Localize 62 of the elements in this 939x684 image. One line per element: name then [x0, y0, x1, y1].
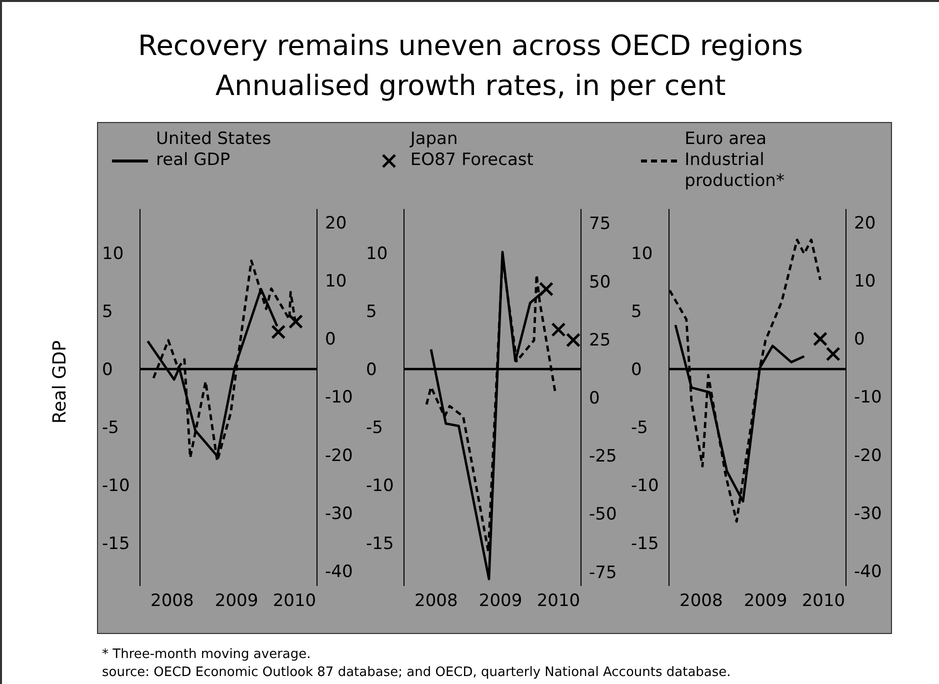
y2-tick-label: 0	[325, 330, 336, 350]
y2-tick-label: -20	[854, 446, 882, 466]
y-tick-label: -15	[630, 534, 658, 554]
y2-tick-label: -20	[325, 446, 353, 466]
y-tick-label: -10	[102, 476, 130, 496]
y-tick-label: 0	[630, 360, 642, 380]
legend-label: EO87 Forecast	[410, 150, 534, 171]
y2-tick-label: -40	[325, 562, 353, 582]
y-axis-title: Real GDP	[50, 340, 70, 424]
text: * Three-month moving average.	[102, 646, 312, 664]
y-tick-label: -5	[102, 418, 119, 438]
x-tick-label: 2009	[479, 591, 523, 612]
y2-tick-label: -25	[589, 446, 618, 467]
legend-label: Industrial production*	[684, 150, 786, 192]
y-tick-label: 5	[630, 302, 642, 322]
y-tick-label: -10	[366, 476, 394, 496]
legend-title: United States	[156, 129, 272, 150]
x-tick-label: 2010	[801, 591, 845, 612]
y-tick-label: -10	[630, 476, 658, 496]
y2-tick-label: 20	[854, 213, 876, 234]
legend-title: Japan	[410, 129, 459, 150]
y-tick-label: 10	[102, 244, 124, 264]
y-tick-label: 5	[102, 302, 113, 322]
y2-tick-label: -30	[325, 504, 353, 524]
legend-label: real GDP	[156, 150, 232, 171]
legend-title: Euro area	[684, 129, 768, 150]
point	[539, 282, 554, 296]
y-tick-label: 10	[630, 244, 652, 264]
y-tick-label: -15	[366, 534, 394, 554]
y2-tick-label: -10	[325, 388, 353, 408]
y2-tick-label: -30	[854, 504, 882, 524]
x-tick-label: 2008	[679, 591, 722, 612]
y2-tick-label: 50	[589, 272, 611, 292]
y-tick-label: 0	[366, 360, 378, 380]
x-tick-label: 2008	[414, 591, 458, 612]
source-note: source: OECD Economic Outlook 87 database; and OECD, quarterly National Accounts database.	[102, 664, 731, 682]
y-tick-label: -15	[102, 534, 130, 554]
y2-tick-label: 0	[854, 330, 864, 350]
y2-tick-label: 20	[325, 213, 347, 234]
y-tick-label: 10	[366, 244, 388, 264]
text: Recovery remains uneven across OECD regions	[137, 28, 804, 64]
y-tick-label: -5	[366, 418, 384, 438]
y2-tick-label: -75	[589, 562, 618, 583]
x-tick-label: 2008	[150, 591, 194, 612]
y-tick-label: 5	[366, 302, 378, 322]
y2-tick-label: 75	[589, 214, 611, 234]
text: Annualised growth rates, in per cent	[214, 68, 727, 104]
y2-tick-label: 10	[325, 271, 347, 292]
y2-tick-label: -10	[854, 388, 882, 408]
y-tick-label: -5	[630, 418, 648, 438]
y2-tick-label: 10	[854, 271, 876, 292]
y-tick-label: 0	[102, 360, 113, 380]
point	[552, 322, 566, 337]
x-tick-label: 2010	[272, 591, 316, 612]
x-tick-label: 2009	[214, 591, 258, 612]
y2-tick-label: -50	[589, 504, 618, 525]
y2-tick-label: 0	[589, 388, 600, 409]
y2-tick-label: -40	[854, 562, 882, 582]
y2-tick-label: 25	[589, 330, 611, 350]
point	[566, 332, 581, 348]
x-tick-label: 2009	[744, 591, 787, 612]
x-tick-label: 2010	[537, 591, 580, 612]
